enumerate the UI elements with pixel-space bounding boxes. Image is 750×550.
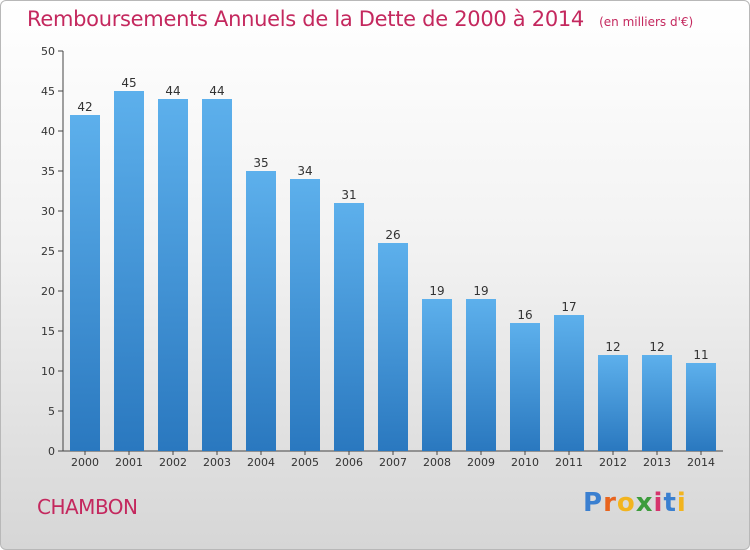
- bar: [510, 323, 540, 451]
- bar: [202, 99, 232, 451]
- y-tick-label: 10: [41, 365, 55, 378]
- bar: [334, 203, 364, 451]
- chart-title: Remboursements Annuels de la Dette de 20…: [27, 7, 584, 31]
- y-tick-label: 25: [41, 245, 55, 258]
- y-tick-label: 0: [48, 445, 55, 458]
- bar-value-label: 26: [385, 228, 400, 242]
- chart-unit: (en milliers d'€): [599, 15, 694, 29]
- bar: [642, 355, 672, 451]
- bar-value-label: 45: [121, 76, 136, 90]
- bar: [686, 363, 716, 451]
- bar: [158, 99, 188, 451]
- x-tick-label: 2001: [115, 456, 143, 469]
- bar: [466, 299, 496, 451]
- y-tick-label: 5: [48, 405, 55, 418]
- bar-value-label: 44: [165, 84, 180, 98]
- x-tick-label: 2014: [687, 456, 715, 469]
- bar: [246, 171, 276, 451]
- x-tick-label: 2010: [511, 456, 539, 469]
- bar: [114, 91, 144, 451]
- x-tick-label: 2012: [599, 456, 627, 469]
- bar-value-label: 19: [429, 284, 444, 298]
- y-tick-label: 30: [41, 205, 55, 218]
- bar-value-label: 12: [649, 340, 664, 354]
- y-tick-label: 50: [41, 45, 55, 58]
- logo-letter: x: [635, 488, 654, 518]
- logo-letter: r: [603, 488, 617, 518]
- logo-letter: P: [583, 488, 604, 518]
- bar: [290, 179, 320, 451]
- bar-value-label: 12: [605, 340, 620, 354]
- x-tick-label: 2003: [203, 456, 231, 469]
- x-tick-label: 2000: [71, 456, 99, 469]
- y-tick-label: 35: [41, 165, 55, 178]
- bar-value-label: 11: [693, 348, 708, 362]
- x-tick-label: 2002: [159, 456, 187, 469]
- bar-value-label: 17: [561, 300, 576, 314]
- bar-value-label: 34: [297, 164, 312, 178]
- bar-value-label: 31: [341, 188, 356, 202]
- logo-letter: i: [653, 488, 664, 518]
- bar-value-label: 35: [253, 156, 268, 170]
- y-tick-label: 40: [41, 125, 55, 138]
- bar: [598, 355, 628, 451]
- x-tick-label: 2004: [247, 456, 275, 469]
- bar: [70, 115, 100, 451]
- logo-letter: i: [676, 488, 687, 518]
- proxiti-logo: Proxiti: [583, 488, 687, 518]
- y-tick-label: 20: [41, 285, 55, 298]
- logo-letter: o: [616, 488, 636, 518]
- bar: [554, 315, 584, 451]
- bar-value-label: 42: [77, 100, 92, 114]
- bar: [378, 243, 408, 451]
- x-tick-label: 2009: [467, 456, 495, 469]
- x-tick-label: 2007: [379, 456, 407, 469]
- bar-value-label: 16: [517, 308, 532, 322]
- chart-title-row: Remboursements Annuels de la Dette de 20…: [27, 7, 693, 31]
- bar-value-label: 44: [209, 84, 224, 98]
- x-tick-label: 2005: [291, 456, 319, 469]
- y-tick-label: 45: [41, 85, 55, 98]
- x-tick-label: 2011: [555, 456, 583, 469]
- bar-value-label: 19: [473, 284, 488, 298]
- x-tick-label: 2013: [643, 456, 671, 469]
- y-tick-label: 15: [41, 325, 55, 338]
- commune-name: CHAMBON: [37, 495, 138, 519]
- logo-letter: t: [663, 488, 677, 518]
- x-tick-label: 2006: [335, 456, 363, 469]
- x-tick-label: 2008: [423, 456, 451, 469]
- bar: [422, 299, 452, 451]
